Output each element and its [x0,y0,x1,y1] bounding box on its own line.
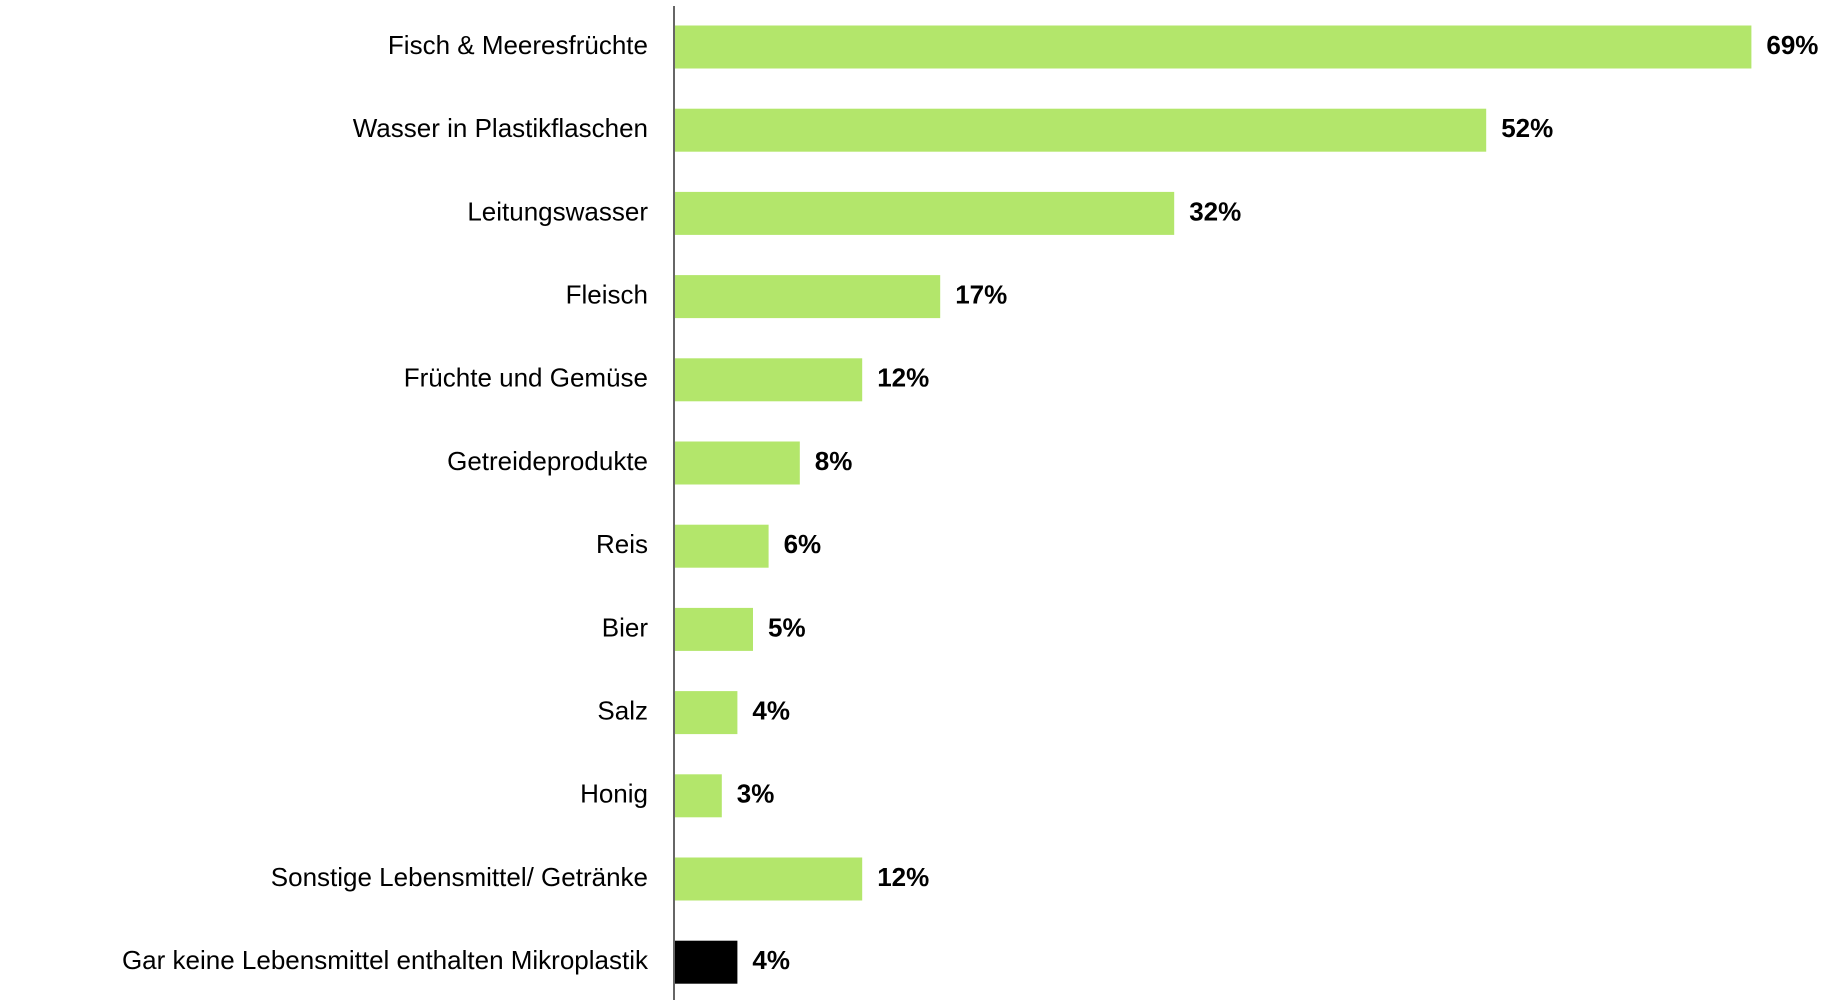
bar [675,607,753,651]
value-label: 52% [1501,113,1553,143]
category-label: Reis [596,529,648,559]
bar [675,691,738,735]
category-label: Getreideprodukte [447,446,648,476]
category-label: Gar keine Lebensmittel enthalten Mikropl… [122,945,649,975]
category-label: Fisch & Meeresfrüchte [388,30,648,60]
bar [675,25,1752,69]
category-label: Fleisch [566,279,648,309]
bar [675,441,800,485]
category-label: Sonstige Lebensmittel/ Getränke [271,862,648,892]
category-label: Salz [597,695,648,725]
bar [675,940,738,984]
value-label: 5% [768,612,806,642]
value-label: 3% [737,779,775,809]
value-label: 69% [1766,30,1818,60]
value-label: 32% [1189,196,1241,226]
category-label: Honig [580,779,648,809]
bar [675,857,863,901]
bar [675,191,1175,235]
value-label: 12% [877,862,929,892]
category-label: Früchte und Gemüse [404,363,648,393]
bar [675,524,769,568]
value-label: 17% [955,279,1007,309]
value-label: 8% [815,446,853,476]
value-label: 12% [877,363,929,393]
value-label: 6% [784,529,822,559]
bar [675,275,941,319]
bar [675,774,722,818]
category-label: Bier [602,612,649,642]
value-label: 4% [752,695,790,725]
category-label: Leitungswasser [467,196,648,226]
bar [675,108,1487,152]
bar [675,358,863,402]
value-label: 4% [752,945,790,975]
category-label: Wasser in Plastikflaschen [353,113,648,143]
